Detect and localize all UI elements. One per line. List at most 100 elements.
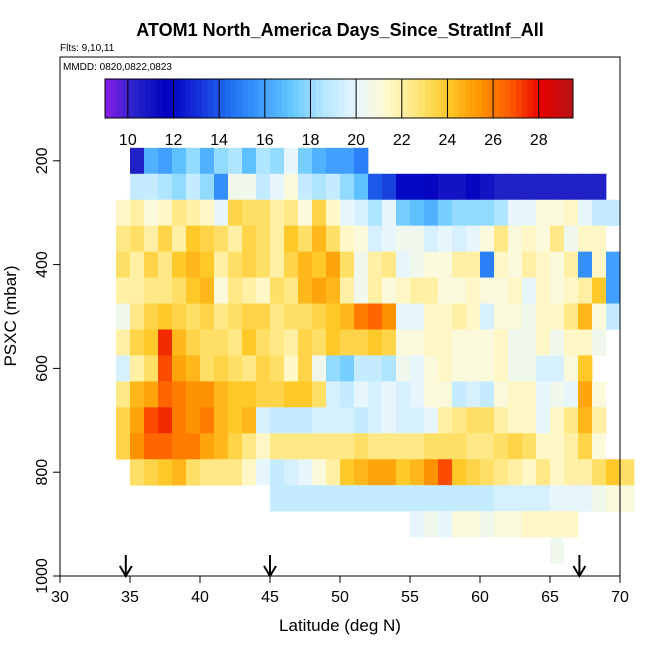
heatmap-cell — [550, 225, 565, 253]
colorbar-segment — [190, 79, 197, 118]
heatmap-cell — [228, 147, 243, 175]
dates-note: MMDD: 0820,0822,0823 — [63, 62, 172, 73]
heatmap-cell — [522, 459, 537, 486]
colorbar-frame — [104, 78, 574, 119]
colorbar-segment — [510, 79, 517, 118]
heatmap-cell — [130, 225, 145, 253]
heatmap-cell — [116, 225, 131, 253]
heatmap-cell — [550, 485, 565, 512]
colorbar-segment — [133, 79, 140, 118]
heatmap-cell — [438, 173, 453, 201]
heatmap-cell — [452, 251, 467, 278]
heatmap-cell — [438, 303, 453, 330]
heatmap-cell — [340, 277, 355, 304]
heatmap-cell — [214, 277, 229, 304]
heatmap-cell — [620, 459, 635, 486]
heatmap-cell — [116, 277, 131, 304]
heatmap-cell — [298, 355, 313, 382]
heatmap-cell — [382, 303, 397, 330]
heatmap-cell — [116, 329, 131, 356]
heatmap-cell — [410, 459, 425, 486]
heatmap-cell — [158, 407, 173, 434]
heatmap-cell — [480, 407, 495, 434]
heatmap-cell — [298, 303, 313, 330]
heatmap-cell — [438, 407, 453, 434]
heatmap-cell — [256, 303, 271, 330]
heatmap-cell — [508, 199, 523, 227]
heatmap-cell — [256, 355, 271, 382]
heatmap-cell — [284, 355, 299, 382]
heatmap-cell — [144, 433, 159, 460]
colorbar-segment — [122, 79, 129, 118]
heatmap-cell — [130, 459, 145, 486]
heatmap-cell — [452, 355, 467, 382]
heatmap-cell — [214, 251, 229, 278]
heatmap-cell — [508, 173, 523, 201]
heatmap-cell — [396, 355, 411, 382]
heatmap-cell — [144, 173, 159, 201]
heatmap-cell — [508, 225, 523, 253]
heatmap-cell — [550, 511, 565, 538]
heatmap-cell — [452, 277, 467, 304]
heatmap-cell — [452, 407, 467, 434]
heatmap-cell — [256, 277, 271, 304]
arrow-head — [263, 565, 277, 578]
y-tick-label: 600 — [34, 355, 51, 382]
heatmap-cell — [340, 407, 355, 434]
heatmap-cell — [410, 407, 425, 434]
colorbar-tick-label: 28 — [530, 132, 548, 149]
heatmap-cell — [578, 381, 593, 408]
colorbar-segment — [110, 79, 117, 118]
heatmap-cells — [116, 147, 635, 564]
heatmap-cell — [326, 433, 341, 460]
heatmap-cell — [452, 485, 467, 512]
heatmap-cell — [130, 199, 145, 227]
heatmap-cell — [228, 381, 243, 408]
heatmap-cell — [452, 459, 467, 486]
heatmap-cell — [522, 199, 537, 227]
colorbar-segment — [321, 79, 328, 118]
heatmap-cell — [536, 225, 551, 253]
heatmap-cell — [130, 381, 145, 408]
heatmap-cell — [368, 173, 383, 201]
heatmap-cell — [522, 329, 537, 356]
colorbar-segment — [424, 79, 431, 118]
heatmap-cell — [242, 355, 257, 382]
heatmap-cell — [564, 381, 579, 408]
heatmap-cell — [186, 329, 201, 356]
heatmap-cell — [410, 199, 425, 227]
heatmap-cell — [284, 225, 299, 253]
heatmap-cell — [508, 459, 523, 486]
heatmap-cell — [158, 251, 173, 278]
heatmap-cell — [172, 433, 187, 460]
heatmap-cell — [382, 381, 397, 408]
colorbar-segment — [127, 79, 134, 118]
heatmap-cell — [130, 277, 145, 304]
heatmap-cell — [256, 329, 271, 356]
heatmap-cell — [340, 173, 355, 201]
heatmap-cell — [452, 225, 467, 253]
heatmap-cell — [200, 407, 215, 434]
heatmap-cell — [326, 277, 341, 304]
colorbar-segment — [475, 79, 482, 118]
colorbar-segment — [276, 79, 283, 118]
heatmap-cell — [396, 199, 411, 227]
x-axis: 30 35 40 45 50 55 60 65 70 — [51, 576, 629, 606]
heatmap-cell — [340, 485, 355, 512]
heatmap-cell — [522, 303, 537, 330]
heatmap-cell — [592, 225, 607, 253]
heatmap-cell — [480, 355, 495, 382]
heatmap-cell — [522, 511, 537, 538]
heatmap-cell — [340, 199, 355, 227]
heatmap-cell — [410, 225, 425, 253]
heatmap-cell — [326, 459, 341, 486]
heatmap-cell — [270, 199, 285, 227]
heatmap-cell — [200, 433, 215, 460]
heatmap-cell — [368, 485, 383, 512]
x-tick-label: 35 — [121, 589, 139, 606]
heatmap-cell — [158, 277, 173, 304]
heatmap-cell — [270, 277, 285, 304]
heatmap-cell — [550, 459, 565, 486]
colorbar-segment — [287, 79, 294, 118]
heatmap-cell — [382, 329, 397, 356]
